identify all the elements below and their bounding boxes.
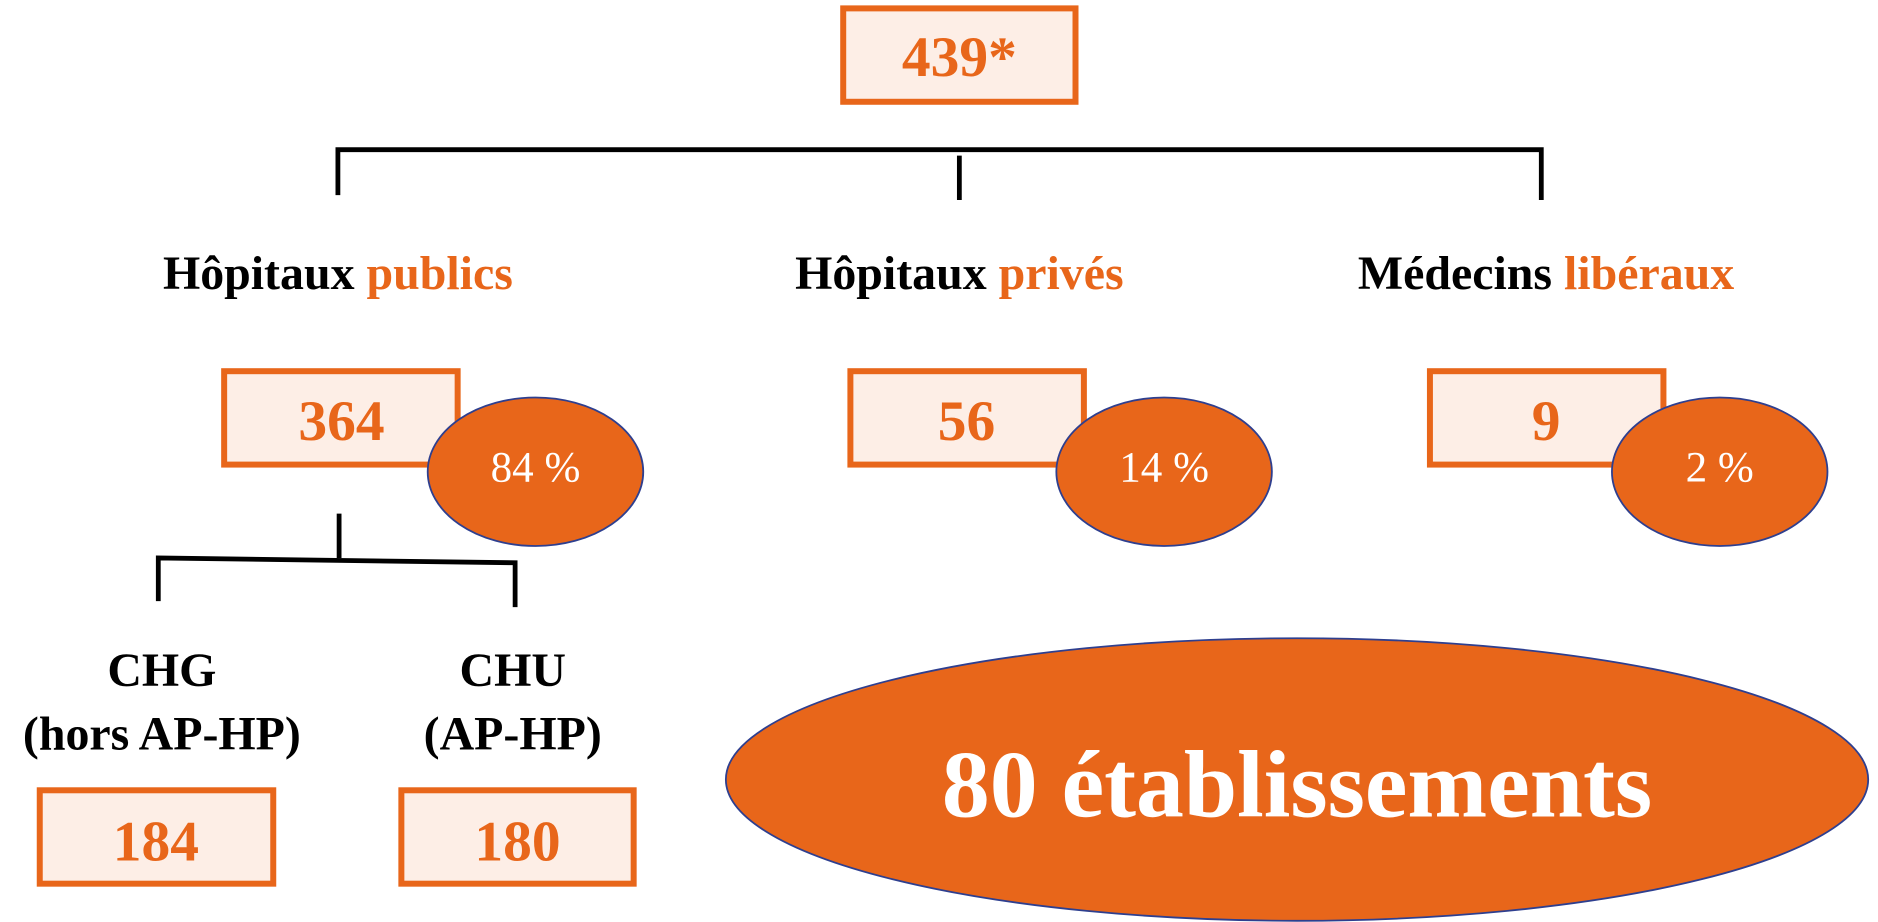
root-box [840,5,1079,105]
branch-share: 14 % [1119,445,1209,492]
branch-count: 9 [1532,390,1561,453]
count-box [847,368,1087,468]
count-box [398,787,637,887]
label-orange: publics [366,247,512,300]
label-orange: privés [999,247,1124,300]
branch-count: 56 [938,390,995,453]
count-box [221,368,461,468]
highlight-text: 80 établissements [942,731,1652,837]
branch-count: 364 [298,390,384,453]
branch-share: 84 % [491,445,581,492]
label-black: Hôpitaux [163,247,355,300]
branch-label: Médecins libéraux [1358,247,1734,300]
sub-bracket [155,513,518,608]
share-bubble [1611,396,1829,547]
root-count: 439* [902,26,1017,89]
sub-count: 184 [113,810,199,873]
sub-label: CHU [460,644,566,697]
label-black: Médecins [1358,247,1552,300]
branch-label: Hôpitaux privés [795,247,1124,300]
share-bubble [1055,396,1273,547]
label-orange: libéraux [1564,247,1734,300]
branch-share: 2 % [1686,445,1754,492]
root-bracket [335,147,1544,200]
branch-label: Hôpitaux publics [163,247,513,300]
label-black: Hôpitaux [795,247,987,300]
highlight-ellipse [724,637,1870,922]
sub-count: 180 [474,810,560,873]
sub-label: CHG [107,644,216,697]
sub-label: (hors AP-HP) [23,708,301,761]
count-box [36,787,277,887]
sub-label: (AP-HP) [424,708,602,761]
share-bubble [426,396,645,547]
